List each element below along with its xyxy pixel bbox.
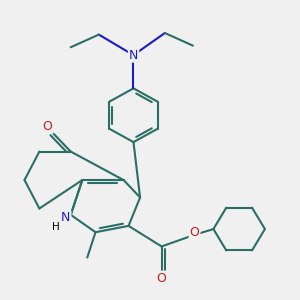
Text: H: H [52, 222, 60, 232]
Text: O: O [157, 272, 166, 285]
Text: O: O [43, 120, 52, 133]
Text: N: N [129, 49, 138, 62]
Text: N: N [61, 212, 70, 224]
Text: O: O [190, 226, 200, 239]
